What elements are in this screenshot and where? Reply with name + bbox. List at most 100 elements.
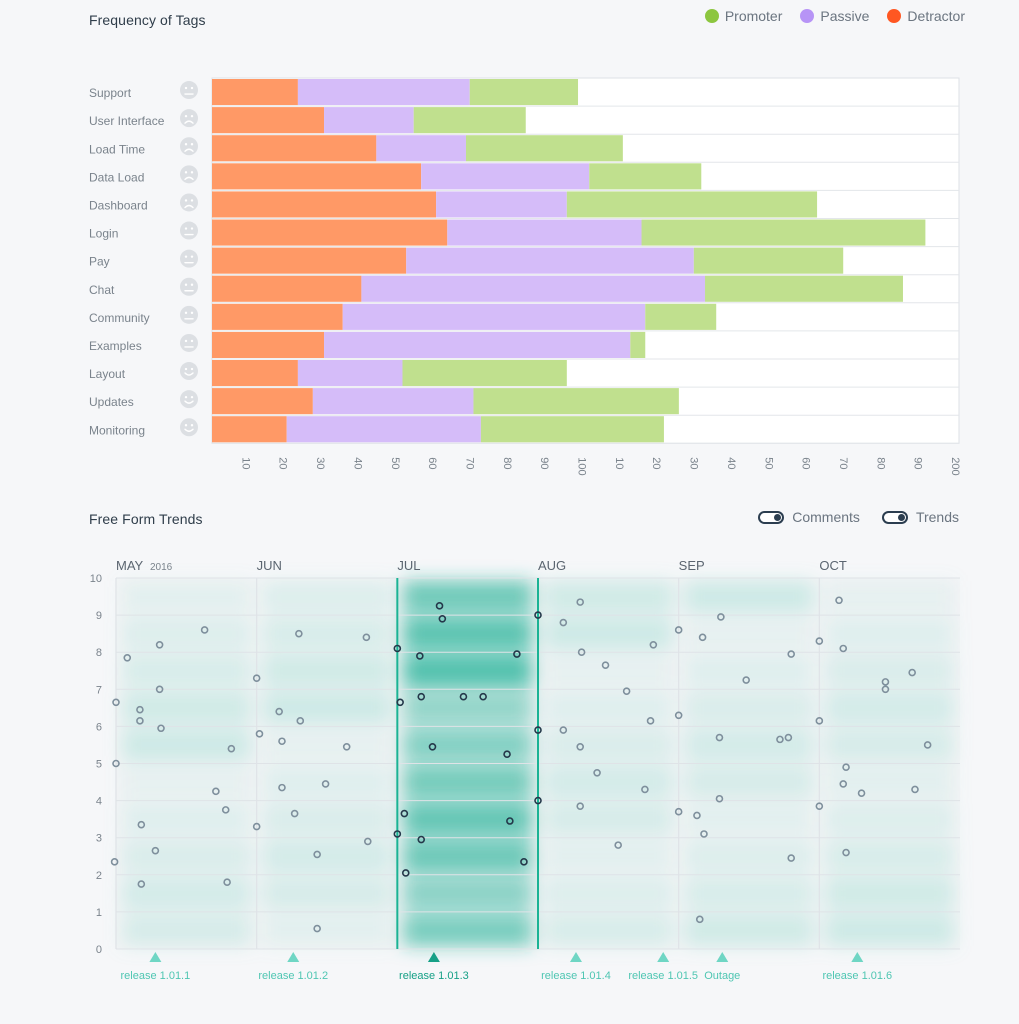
data-point[interactable] [614, 841, 622, 849]
data-point[interactable] [911, 785, 919, 794]
data-point[interactable] [227, 744, 236, 753]
data-point[interactable] [393, 644, 402, 653]
data-point[interactable] [136, 717, 144, 725]
data-point[interactable] [212, 787, 220, 796]
comments-switch-icon[interactable] [758, 510, 785, 524]
bar-load-time-promoter[interactable] [465, 135, 623, 162]
data-point[interactable] [576, 802, 585, 810]
data-point[interactable] [513, 650, 521, 658]
trends-switch-icon[interactable] [881, 510, 908, 524]
bar-data-load-detractor[interactable] [212, 163, 422, 190]
bar-dashboard-detractor[interactable] [212, 191, 437, 218]
data-point[interactable] [321, 780, 330, 788]
data-point[interactable] [881, 685, 890, 694]
release-marker-icon[interactable] [716, 952, 729, 962]
release-marker-icon[interactable] [287, 952, 300, 962]
bar-data-load-passive[interactable] [421, 163, 590, 190]
data-point[interactable] [459, 692, 468, 701]
bar-monitoring-promoter[interactable] [480, 416, 664, 443]
data-point[interactable] [417, 835, 426, 844]
data-point[interactable] [787, 854, 796, 862]
data-point[interactable] [559, 726, 568, 734]
data-point[interactable] [137, 880, 146, 888]
data-point[interactable] [479, 692, 487, 701]
data-point[interactable] [576, 598, 585, 606]
data-point[interactable] [110, 858, 119, 866]
data-point[interactable] [839, 780, 848, 788]
data-point[interactable] [842, 763, 850, 772]
data-point[interactable] [784, 733, 793, 742]
data-point[interactable] [435, 602, 444, 610]
data-point[interactable] [857, 789, 866, 797]
legend-detractor[interactable]: Detractor [887, 8, 965, 24]
legend-promoter[interactable]: Promoter [704, 8, 782, 24]
data-point[interactable] [715, 733, 724, 742]
data-point[interactable] [417, 692, 426, 701]
release-label[interactable]: Outage [704, 970, 740, 982]
bar-load-time-passive[interactable] [376, 135, 466, 162]
bar-updates-passive[interactable] [312, 388, 474, 415]
comments-toggle[interactable]: Comments [758, 509, 860, 525]
bar-examples-promoter[interactable] [630, 331, 646, 358]
bar-community-detractor[interactable] [212, 303, 343, 330]
data-point[interactable] [815, 717, 824, 725]
data-point[interactable] [534, 726, 542, 734]
data-point[interactable] [622, 687, 631, 695]
bar-login-detractor[interactable] [212, 219, 448, 246]
data-point[interactable] [112, 698, 120, 707]
data-point[interactable] [776, 735, 784, 744]
data-point[interactable] [416, 652, 424, 660]
data-point[interactable] [278, 783, 286, 792]
data-point[interactable] [252, 674, 261, 682]
data-point[interactable] [221, 806, 230, 814]
data-point[interactable] [520, 858, 528, 866]
bar-dashboard-promoter[interactable] [566, 191, 818, 218]
data-point[interactable] [742, 676, 750, 684]
data-point[interactable] [363, 837, 372, 846]
bar-monitoring-detractor[interactable] [212, 416, 287, 443]
data-point[interactable] [503, 750, 511, 759]
data-point[interactable] [428, 743, 437, 751]
data-point[interactable] [362, 633, 371, 642]
data-point[interactable] [576, 743, 585, 751]
data-point[interactable] [275, 707, 283, 716]
release-marker-icon[interactable] [851, 952, 864, 962]
data-point[interactable] [923, 741, 932, 749]
release-marker-icon[interactable] [569, 952, 582, 962]
data-point[interactable] [290, 809, 299, 818]
data-point[interactable] [649, 640, 658, 649]
bar-pay-passive[interactable] [406, 247, 694, 274]
data-point[interactable] [506, 817, 514, 825]
data-point[interactable] [839, 644, 848, 653]
data-point[interactable] [815, 802, 824, 810]
data-point[interactable] [252, 822, 261, 831]
data-point[interactable] [674, 626, 683, 634]
bar-data-load-promoter[interactable] [589, 163, 702, 190]
data-point[interactable] [393, 830, 402, 838]
release-label[interactable]: release 1.01.4 [541, 970, 611, 982]
bar-login-passive[interactable] [447, 219, 642, 246]
data-point[interactable] [313, 850, 321, 859]
bar-monitoring-passive[interactable] [286, 416, 481, 443]
data-point[interactable] [787, 650, 796, 658]
release-marker-icon[interactable] [657, 952, 670, 962]
release-label[interactable]: release 1.01.1 [121, 970, 191, 982]
data-point[interactable] [559, 618, 568, 627]
bar-examples-detractor[interactable] [212, 331, 325, 358]
bar-dashboard-passive[interactable] [436, 191, 567, 218]
bar-login-promoter[interactable] [641, 219, 926, 246]
bar-updates-promoter[interactable] [473, 388, 679, 415]
data-point[interactable] [698, 633, 707, 642]
bar-chat-detractor[interactable] [212, 275, 362, 302]
data-point[interactable] [155, 685, 164, 694]
data-point[interactable] [223, 878, 231, 887]
bar-layout-promoter[interactable] [402, 360, 567, 387]
data-point[interactable] [401, 869, 410, 877]
legend-passive[interactable]: Passive [800, 8, 869, 24]
data-point[interactable] [674, 807, 683, 816]
data-point[interactable] [151, 846, 160, 855]
data-point[interactable] [641, 785, 649, 794]
bar-support-detractor[interactable] [212, 79, 298, 106]
data-point[interactable] [695, 915, 704, 924]
data-point[interactable] [136, 705, 144, 714]
